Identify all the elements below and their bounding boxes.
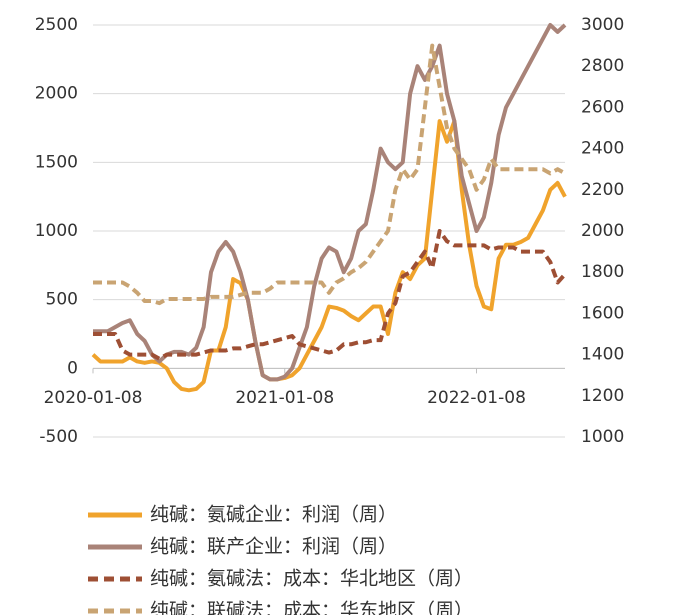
legend-label: 纯碱：氨碱法：成本：华北地区（周） [150, 568, 473, 590]
legend-label: 纯碱：联碱法：成本：华东地区（周） [150, 600, 473, 615]
x-tick-label: 2022-01-08 [427, 388, 526, 408]
y2-tick-label: 3000 [581, 15, 624, 35]
y2-tick-label: 1000 [581, 427, 624, 447]
y2-tick-label: 2000 [581, 221, 624, 241]
series-line [91, 119, 567, 393]
series-line [93, 23, 567, 382]
y2-tick-label: 2400 [581, 139, 624, 159]
y2-tick-label: 2200 [581, 180, 624, 200]
y2-tick-label: 1600 [581, 303, 624, 323]
x-tick-label: 2021-01-08 [235, 388, 334, 408]
y2-tick-label: 2600 [581, 97, 624, 117]
y2-tick-label: 1400 [581, 345, 624, 365]
series-line [93, 229, 567, 361]
legend: 纯碱：氨碱企业：利润（周） 纯碱：联产企业：利润（周） 纯碱：氨碱法：成本：华北地区… [88, 504, 473, 615]
y-tick-label: 2500 [35, 15, 78, 35]
y2-tick-label: 1800 [581, 262, 624, 282]
y2-tick-label: 2800 [581, 56, 624, 76]
y-tick-label: 500 [46, 290, 78, 310]
legend-label: 纯碱：氨碱企业：利润（周） [150, 504, 397, 526]
y2-tick-label: 1200 [581, 386, 624, 406]
y-tick-label: -500 [39, 427, 78, 447]
y-tick-label: 2000 [35, 84, 78, 104]
y-tick-label: 1500 [35, 152, 78, 172]
y-tick-label: 0 [67, 358, 78, 378]
x-tick-label: 2020-01-08 [44, 388, 143, 408]
legend-label: 纯碱：联产企业：利润（周） [150, 536, 397, 558]
series-line [93, 43, 566, 306]
y-tick-label: 1000 [35, 221, 78, 241]
